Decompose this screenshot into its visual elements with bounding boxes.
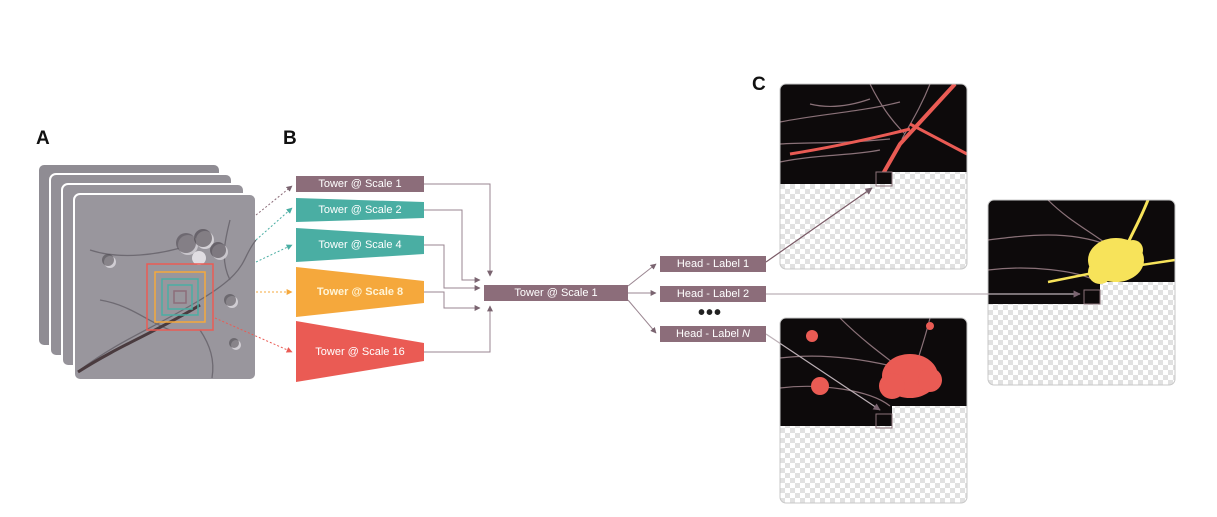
- head-label-n: Head - Label N: [660, 326, 766, 342]
- merge-tower-scale-1: Tower @ Scale 1: [484, 285, 628, 301]
- tower-scale-1: Tower @ Scale 1: [318, 178, 402, 190]
- panel-label-a: A: [36, 128, 50, 149]
- scale-8-box: [154, 271, 206, 323]
- tower-shapes: [296, 176, 424, 382]
- head-label-1-text: Head - Label 1: [676, 258, 750, 270]
- output-arrows: [765, 187, 1081, 411]
- panel-label-c: C: [752, 74, 766, 95]
- tower-scale-2: Tower @ Scale 2: [318, 204, 402, 216]
- tower-shape-4: [296, 228, 424, 262]
- scale-1-box: [173, 290, 187, 304]
- head-label-n-text: Head - Label: [676, 328, 740, 340]
- output-tile-label-2: [987, 199, 1176, 386]
- tower-scale-16: Tower @ Scale 16: [315, 346, 405, 358]
- head-label-2: Head - Label 2: [660, 286, 766, 302]
- input-arrows: [214, 185, 293, 353]
- tower-shape-16: [296, 321, 424, 382]
- head-label-1: Head - Label 1: [660, 256, 766, 272]
- merge-arrows: [424, 183, 493, 353]
- head-label-n-suffix: N: [742, 328, 750, 340]
- tower-shape-2: [296, 198, 424, 222]
- tower-shape-8: [296, 267, 424, 317]
- tower-scale-4: Tower @ Scale 4: [318, 239, 402, 251]
- tower-shape-1: [296, 176, 424, 192]
- output-tile-label-n: [779, 317, 968, 504]
- tower-scale-8: Tower @ Scale 8: [316, 286, 404, 298]
- head-arrows: [627, 263, 657, 334]
- terrain-mounds: [102, 229, 241, 350]
- panel-label-b: B: [283, 128, 297, 149]
- heads-ellipsis: •••: [698, 302, 723, 324]
- head-label-2-text: Head - Label 2: [676, 288, 750, 300]
- input-image-stack: [37, 163, 257, 381]
- scale-2-box: [167, 284, 193, 310]
- scale-16-box: [146, 263, 214, 331]
- output-tile-label-1: [779, 83, 968, 270]
- scale-4-box: [161, 278, 199, 316]
